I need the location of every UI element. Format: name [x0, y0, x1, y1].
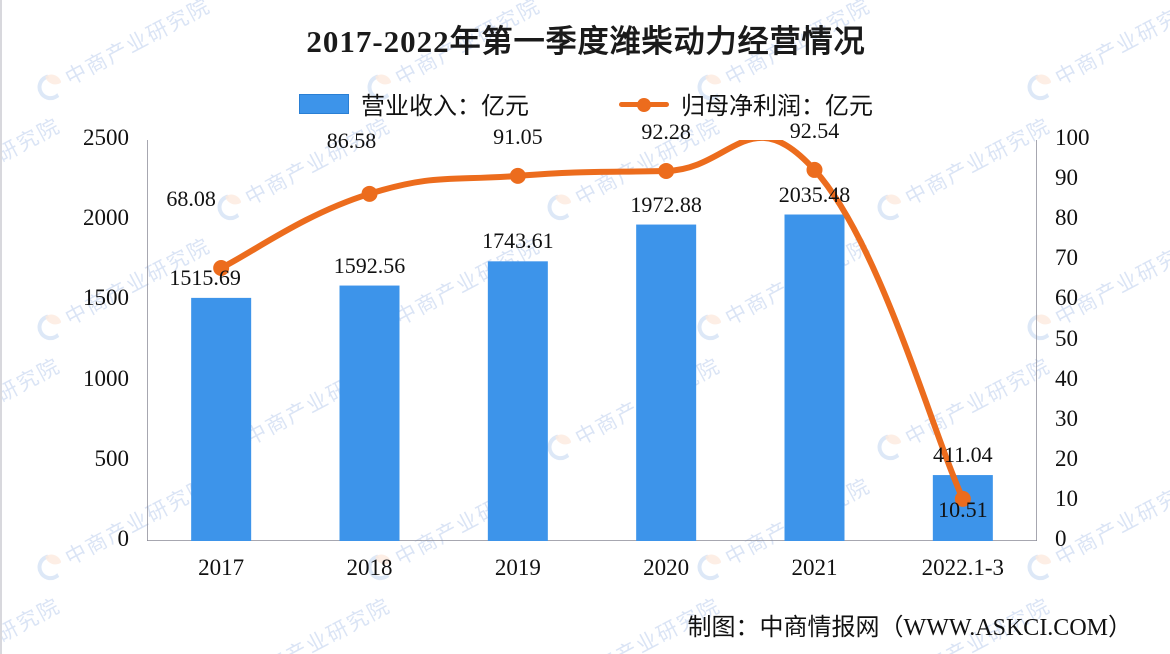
legend-item-revenue[interactable]: 营业收入：亿元 [299, 86, 529, 121]
data-point-2019[interactable] [509, 167, 526, 184]
bar-2017[interactable] [191, 297, 252, 541]
y-axis-left-tick-2000: 2000 [83, 205, 129, 231]
bar-2021[interactable] [784, 214, 845, 541]
y-axis-right-tick-40: 40 [1055, 365, 1078, 391]
data-point-2022.1-3[interactable] [954, 490, 971, 507]
bar-value-label-2022.1-3: 411.04 [932, 442, 993, 468]
y-axis-right-tick-10: 10 [1055, 485, 1078, 511]
bar-value-label-2021: 2035.48 [778, 181, 851, 207]
y-axis-right-tick-20: 20 [1055, 445, 1078, 471]
bar-2019[interactable] [487, 261, 548, 541]
data-point-2020[interactable] [658, 162, 675, 179]
y-axis-right-tick-30: 30 [1055, 405, 1078, 431]
y-axis-right-tick-0: 0 [1055, 526, 1067, 551]
bar-value-label-2019: 1743.61 [482, 228, 554, 254]
y-axis-right-tick-70: 70 [1055, 245, 1078, 271]
plot-svg [147, 140, 1037, 541]
net-profit-value-label-2019: 91.05 [493, 123, 543, 149]
y-axis-right-tick-90: 90 [1055, 165, 1078, 191]
x-axis-tick-2018: 2018 [346, 555, 393, 580]
x-axis-tick-2022.1-3: 2022.1-3 [921, 555, 1005, 580]
net-profit-value-label-2018: 86.58 [326, 127, 377, 153]
data-point-2017[interactable] [213, 259, 230, 276]
y-axis-right-tick-100: 100 [1055, 125, 1090, 150]
bar-2020[interactable] [636, 224, 697, 541]
net-profit-value-label-2017: 68.08 [166, 185, 216, 211]
plot-area [147, 140, 1037, 541]
net-profit-value-label-2021: 92.54 [789, 117, 840, 143]
line-dot-swatch-icon [619, 94, 669, 114]
source-note: 制图：中商情报网（WWW.ASKCI.COM） [687, 615, 1132, 641]
watermark-text: 中商产业研究院 [212, 590, 396, 654]
watermark-logo-icon [33, 310, 68, 345]
legend-label-net-profit: 归母净利润：亿元 [681, 94, 873, 120]
bar-2022.1-3[interactable] [932, 475, 993, 541]
net-profit-value-label-2022.1-3: 10.51 [938, 496, 988, 522]
y-axis-left-tick-2500: 2500 [83, 125, 129, 150]
y-axis-right-tick-50: 50 [1055, 325, 1078, 351]
chart-legend: 营业收入：亿元 归母净利润：亿元 [2, 86, 1170, 121]
bar-value-label-2018: 1592.56 [333, 252, 406, 278]
legend-item-net-profit[interactable]: 归母净利润：亿元 [619, 86, 873, 121]
watermark-text: 中商产业研究院 [2, 590, 66, 654]
y-axis-right-tick-60: 60 [1055, 285, 1078, 311]
bar-2018[interactable] [339, 285, 400, 541]
bar-value-label-2017: 1515.69 [169, 264, 241, 290]
y-axis-left-tick-1000: 1000 [83, 365, 129, 391]
data-point-2021[interactable] [806, 161, 823, 178]
bar-value-label-2020: 1972.88 [630, 191, 702, 217]
x-axis-tick-2021: 2021 [791, 555, 838, 580]
legend-label-revenue: 营业收入：亿元 [361, 94, 529, 120]
data-point-2018[interactable] [361, 185, 378, 202]
watermark-label: 中商产业研究院 [2, 593, 65, 654]
y-axis-left-tick-500: 500 [94, 445, 130, 471]
x-axis-tick-2020: 2020 [643, 555, 690, 580]
y-axis-left-tick-1500: 1500 [83, 285, 129, 311]
watermark-label: 中商产业研究院 [241, 593, 395, 654]
x-axis-tick-2017: 2017 [198, 555, 245, 580]
y-axis-left-tick-0: 0 [117, 526, 130, 551]
chart-title: 2017-2022年第一季度潍柴动力经营情况 [306, 24, 866, 59]
watermark-logo-icon [33, 550, 68, 585]
bar-swatch-icon [299, 93, 349, 114]
x-axis-tick-2019: 2019 [494, 555, 541, 580]
net-profit-value-label-2020: 92.28 [641, 118, 691, 144]
y-axis-right-tick-80: 80 [1055, 205, 1078, 231]
